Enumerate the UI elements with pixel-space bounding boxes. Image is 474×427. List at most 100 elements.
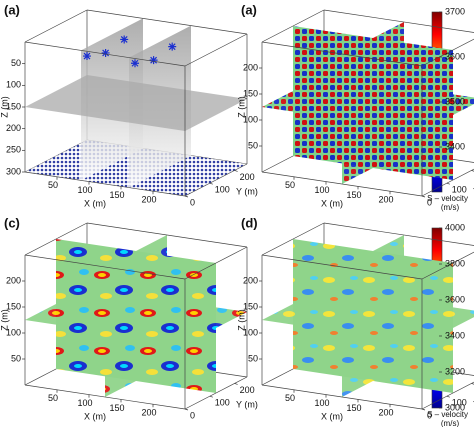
x-tick-label: 150 — [109, 403, 124, 413]
z-tick-label: 150 — [6, 301, 21, 311]
box-edge — [261, 254, 423, 280]
x-tick-label: 50 — [285, 393, 295, 403]
source-marker — [120, 35, 129, 44]
tick-mark — [234, 383, 238, 385]
z-tick-label: 250 — [6, 145, 21, 155]
colorbar-tick-label: 3000 — [445, 402, 465, 412]
tick-mark — [234, 170, 238, 172]
colorbar-tick-label: 3700 — [445, 6, 465, 16]
z-tick-label: 150 — [6, 101, 21, 111]
box-edge — [24, 384, 186, 410]
x-tick-label: 150 — [346, 190, 361, 200]
y-tick-label: 100 — [452, 185, 467, 195]
tick-mark — [184, 408, 189, 411]
z-tick-label: 50 — [11, 58, 21, 68]
y-axis-label: Y (m) — [236, 186, 258, 196]
z-tick-label: 100 — [243, 114, 258, 124]
box-edge — [184, 33, 248, 67]
x-tick-label: 200 — [378, 408, 393, 418]
tick-mark — [209, 395, 213, 398]
box-edge — [261, 222, 325, 256]
box-edge — [86, 9, 248, 35]
box-edge — [24, 222, 88, 256]
x-tick-label: 150 — [109, 190, 124, 200]
z-tick-label: 200 — [6, 123, 21, 133]
z-tick-label: 50 — [248, 353, 258, 363]
tick-mark — [184, 195, 189, 198]
x-tick-label: 50 — [48, 180, 58, 190]
box-edge — [323, 9, 474, 33]
colorbar-unit: (m/s) — [441, 203, 460, 212]
x-axis-label: X (m) — [84, 411, 106, 421]
box-edge — [24, 9, 88, 43]
source-marker — [149, 56, 158, 65]
panel-label: (a) — [241, 2, 257, 17]
colorbar-label: S – velocity — [427, 410, 468, 419]
box-edge — [184, 163, 248, 197]
box-edge — [24, 171, 186, 197]
tick-mark — [446, 182, 450, 185]
z-tick-label: 50 — [248, 140, 258, 150]
y-tick-label: 100 — [215, 398, 230, 408]
colorbar-tick-label: 4000 — [445, 222, 465, 232]
x-tick-label: 100 — [77, 185, 92, 195]
colorbar-label: S – velocity — [427, 194, 468, 203]
colorbar-tick-label: 3800 — [445, 258, 465, 268]
z-axis-label: Z (m) — [236, 309, 246, 331]
x-tick-label: 150 — [346, 403, 361, 413]
tick-mark — [421, 408, 426, 411]
y-tick-label: 200 — [240, 385, 255, 395]
x-tick-label: 200 — [141, 195, 156, 205]
y-tick-label: 0 — [190, 410, 195, 420]
source-marker — [131, 59, 139, 68]
z-tick-label: 150 — [243, 88, 258, 98]
x-tick-label: 50 — [48, 393, 58, 403]
slice-plane — [342, 22, 404, 184]
y-axis-label: Y (m) — [236, 399, 258, 409]
colorbar-tick-label: 3200 — [445, 366, 465, 376]
colorbar-tick-label: 3600 — [445, 294, 465, 304]
x-axis-label: X (m) — [321, 411, 343, 421]
slice-plane — [25, 75, 247, 131]
x-tick-label: 200 — [378, 195, 393, 205]
z-tick-label: 200 — [6, 275, 21, 285]
slice-plane — [342, 235, 404, 397]
colorbar-tick-label: 3400 — [445, 141, 465, 151]
box-edge — [323, 222, 474, 246]
tick-mark — [471, 170, 474, 172]
tick-mark — [446, 395, 450, 398]
y-tick-label: 0 — [190, 197, 195, 207]
x-axis-label: X (m) — [321, 198, 343, 208]
box-edge — [24, 41, 186, 67]
box-edge — [24, 254, 186, 280]
y-tick-label: 200 — [240, 172, 255, 182]
box-edge — [261, 41, 423, 67]
source-marker — [83, 52, 91, 61]
colorbar-tick-label: 3400 — [445, 330, 465, 340]
tick-mark — [471, 383, 474, 385]
slice-plane — [105, 235, 167, 397]
tick-mark — [209, 182, 213, 185]
z-tick-label: 200 — [243, 62, 258, 72]
z-tick-label: 200 — [243, 275, 258, 285]
z-axis-label: Z (m) — [236, 96, 246, 118]
colorbar-unit: (m/s) — [441, 419, 460, 427]
panel-label: (d) — [241, 215, 258, 230]
box-edge — [184, 376, 248, 410]
panel-label: (a) — [4, 2, 20, 17]
x-tick-label: 100 — [314, 185, 329, 195]
source-marker — [101, 48, 110, 57]
z-tick-label: 50 — [11, 353, 21, 363]
z-tick-label: 100 — [243, 327, 258, 337]
box-edge — [261, 9, 325, 43]
box-edge — [261, 384, 423, 410]
y-tick-label: 100 — [452, 398, 467, 408]
colorbar-tick-label: 3600 — [445, 51, 465, 61]
x-tick-label: 100 — [77, 398, 92, 408]
z-tick-label: 150 — [243, 301, 258, 311]
z-axis-label: Z (m) — [0, 309, 9, 331]
colorbar-tick-label: 3500 — [445, 96, 465, 106]
x-tick-label: 100 — [314, 398, 329, 408]
z-tick-label: 100 — [6, 80, 21, 90]
